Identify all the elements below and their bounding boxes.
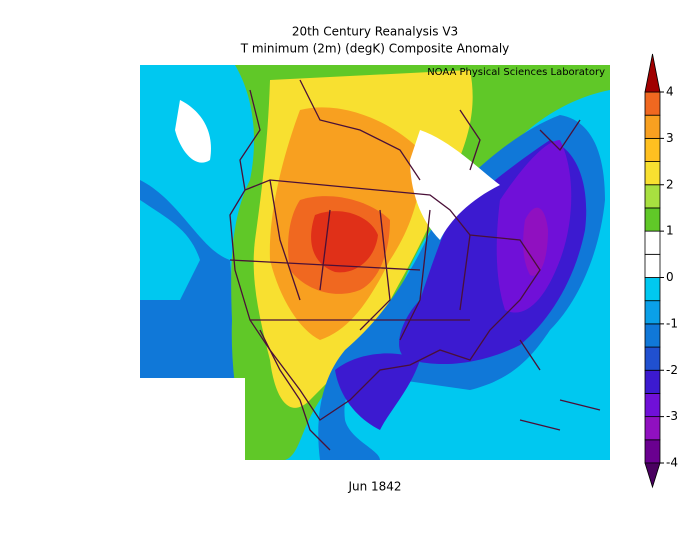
- colorbar-bin: [644, 277, 661, 302]
- colorbar-over: [644, 53, 661, 93]
- colorbar-bin: [644, 137, 661, 162]
- colorbar-bin: [644, 114, 661, 139]
- colorbar-bin: [644, 369, 661, 394]
- colorbar-bin: [644, 91, 661, 116]
- colorbar-tick-label: -3: [666, 409, 678, 423]
- colorbar-bin: [644, 323, 661, 348]
- colorbar-tick-label: -2: [666, 363, 678, 377]
- colorbar-bin: [644, 300, 661, 325]
- date-label: Jun 1842: [347, 480, 401, 494]
- colorbar-bin: [644, 161, 661, 186]
- colorbar-tick-label: 3: [666, 131, 674, 145]
- colorbar-bin: [644, 230, 661, 255]
- colorbar-tick-label: 0: [666, 270, 674, 284]
- colorbar-bin: [644, 439, 661, 464]
- colorbar-bin: [644, 253, 661, 278]
- colorbar-tick-label: 4: [666, 85, 674, 99]
- credit: NOAA Physical Sciences Laboratory: [427, 67, 605, 78]
- title: 20th Century Reanalysis V3: [292, 25, 458, 39]
- colorbar-under: [644, 462, 661, 489]
- map: [140, 65, 610, 460]
- colorbar-tick-label: 1: [666, 224, 674, 238]
- colorbar-bin: [644, 207, 661, 232]
- colorbar-tick-label: -4: [666, 456, 678, 470]
- subtitle: T minimum (2m) (degK) Composite Anomaly: [240, 42, 510, 56]
- colorbar-tick-label: -1: [666, 316, 678, 330]
- colorbar-bin: [644, 184, 661, 209]
- colorbar-bin: [644, 393, 661, 418]
- colorbar-tick-label: 2: [666, 177, 674, 191]
- colorbar-bin: [644, 346, 661, 371]
- colorbar: -4 -3 -2 -1 0 1 2 3 4: [644, 53, 678, 489]
- colorbar-bin: [644, 416, 661, 441]
